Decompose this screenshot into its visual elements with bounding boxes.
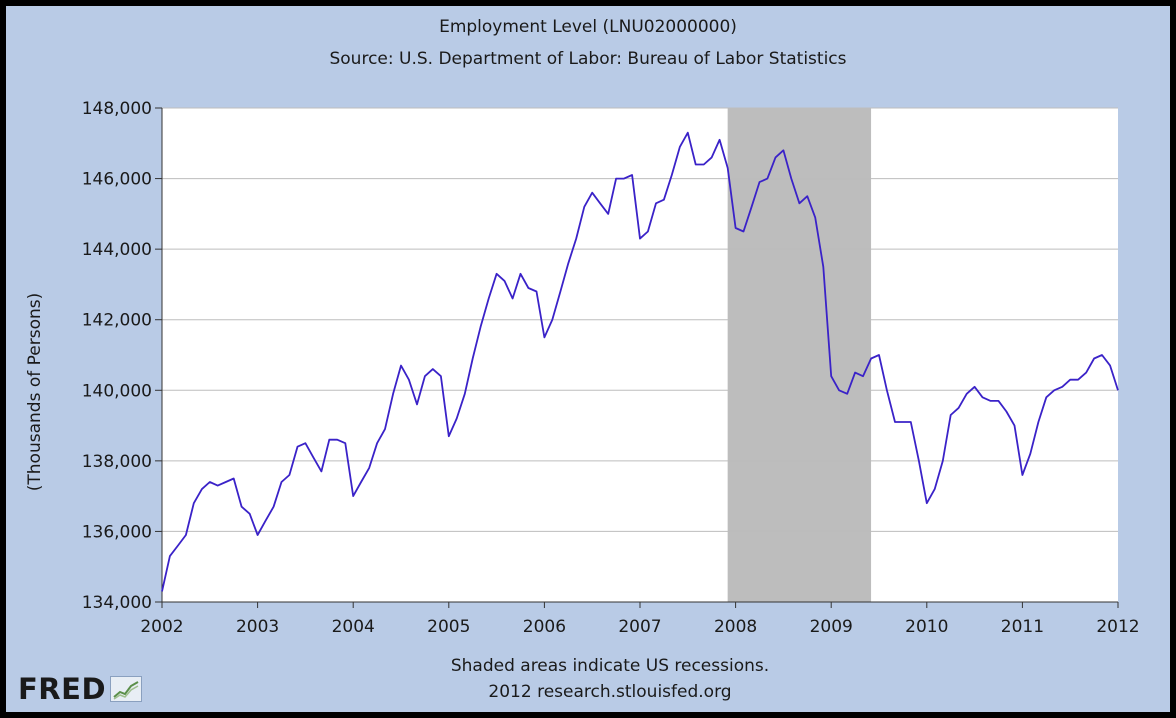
recession-band <box>727 108 872 602</box>
y-tick-label: 134,000 <box>82 593 152 613</box>
chart-icon <box>110 676 143 702</box>
y-tick-label: 142,000 <box>82 311 152 331</box>
x-tick-label: 2008 <box>714 617 757 637</box>
x-tick-label: 2004 <box>332 617 375 637</box>
y-tick-label: 144,000 <box>82 240 152 260</box>
x-tick-label: 2006 <box>523 617 566 637</box>
y-tick-label: 140,000 <box>82 381 152 401</box>
source-credit: 2012 research.stlouisfed.org <box>488 682 731 702</box>
y-axis-label: (Thousands of Persons) <box>25 293 45 491</box>
y-tick-label: 146,000 <box>82 170 152 190</box>
plot-area: 134,000 136,000 138,000 140,000 142,000 144,0… <box>82 99 1140 637</box>
y-tick-label: 148,000 <box>82 99 152 119</box>
fred-logo-text: FRED <box>18 672 107 706</box>
fred-logo: FRED <box>18 672 143 706</box>
plot-background <box>162 108 1118 602</box>
chart-subtitle: Source: U.S. Department of Labor: Bureau… <box>329 49 846 69</box>
x-tick-label: 2007 <box>618 617 661 637</box>
y-tick-label: 136,000 <box>82 522 152 542</box>
y-tick-label: 138,000 <box>82 452 152 472</box>
chart-title: Employment Level (LNU02000000) <box>439 17 737 37</box>
x-tick-label: 2009 <box>810 617 853 637</box>
x-tick-label: 2002 <box>140 617 183 637</box>
recession-note: Shaded areas indicate US recessions. <box>451 656 769 676</box>
x-tick-label: 2012 <box>1096 617 1139 637</box>
x-tick-label: 2011 <box>1001 617 1044 637</box>
x-tick-label: 2005 <box>427 617 470 637</box>
x-tick-label: 2003 <box>236 617 279 637</box>
series-line <box>161 131 1119 592</box>
chart-frame: Employment Level (LNU02000000) Source: U… <box>6 6 1170 712</box>
x-tick-label: 2010 <box>905 617 948 637</box>
chart: Employment Level (LNU02000000) Source: U… <box>25 17 1140 702</box>
